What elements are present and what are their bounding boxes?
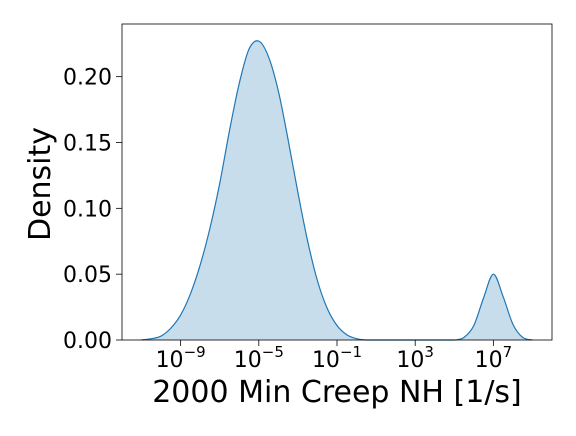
y-axis-label: Density	[23, 127, 58, 241]
plot-area	[141, 40, 533, 341]
x-tick-label: 10−9	[156, 343, 206, 373]
y-tick-label: 0.05	[63, 263, 112, 288]
x-tick-label: 107	[475, 343, 513, 373]
x-axis-label: 2000 Min Creep NH [1/s]	[152, 375, 522, 410]
x-tick-label: 10−1	[312, 343, 362, 373]
y-tick-label: 0.10	[63, 197, 112, 222]
y-tick-label: 0.15	[63, 132, 112, 157]
y-tick-label: 0.00	[63, 329, 112, 354]
x-axis-ticks: 10−9 10−5 10−1 103 107	[156, 340, 513, 373]
x-tick-label: 10−5	[234, 343, 284, 373]
y-tick-label: 0.20	[63, 66, 112, 91]
x-tick-label: 103	[396, 343, 434, 373]
density-area-fill	[141, 40, 533, 340]
density-curve-line	[141, 40, 533, 341]
y-axis-ticks: 0.00 0.05 0.10 0.15 0.20	[63, 66, 122, 354]
